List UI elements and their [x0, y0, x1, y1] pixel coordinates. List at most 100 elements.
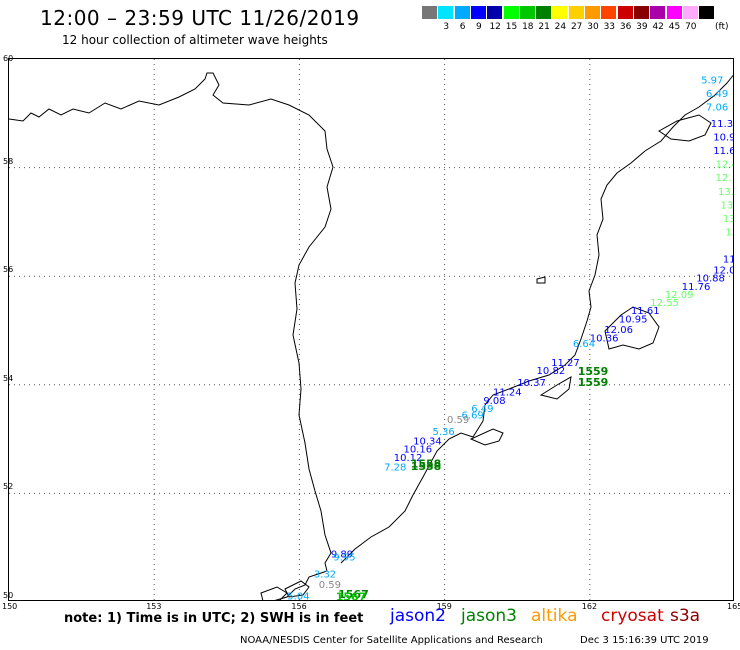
longitude-tick-label: 156 [291, 602, 307, 611]
generation-timestamp: Dec 3 15:16:39 UTC 2019 [580, 635, 709, 646]
wave-height-label: 1558 [411, 460, 442, 473]
longitude-tick-label: 150 [2, 602, 18, 611]
wave-height-label: 12.06 [713, 265, 734, 276]
color-swatch [503, 6, 520, 19]
wave-height-labels: 5.97 6.49 7.06 11.32 10.9 11.6 12.4 12. 13. 13 13 1… [287, 75, 734, 601]
wave-height-label: 6.49 [471, 404, 493, 415]
map-panel: 5.97 6.49 7.06 11.32 10.9 11.6 12.4 12. 13. 13 13 1… [8, 58, 734, 601]
wave-height-label: 1559 [578, 365, 609, 378]
wave-height-label: 10.88 [696, 274, 725, 285]
wave-height-label: 11.61 [631, 306, 660, 317]
avacha-bay [469, 428, 504, 446]
color-swatch-label: 9 [476, 22, 482, 32]
latitude-tick-label: 58 [3, 156, 14, 166]
latitude-tick-label: 52 [3, 482, 14, 492]
color-swatch-label: 21 [538, 22, 550, 32]
color-swatch-label: 27 [570, 22, 583, 32]
satellite-legend-item: jason2 [390, 606, 446, 626]
color-swatch [585, 6, 601, 19]
longitude-tick-label: 159 [436, 602, 452, 611]
wave-height-label: 10.37 [517, 378, 546, 389]
wave-height-label: 9.08 [483, 396, 505, 407]
wave-height-label: 5.97 [701, 75, 723, 86]
wave-height-label: 13 [723, 214, 734, 225]
color-swatch [422, 6, 438, 19]
wave-height-label: 10.9 [713, 132, 734, 143]
color-swatch [487, 6, 504, 19]
wave-height-label: 9.95 [333, 553, 355, 564]
color-swatch [454, 6, 471, 19]
wave-height-label: 11.27 [551, 358, 580, 369]
kamchatka-coastline [9, 72, 334, 600]
latitude-tick-label: 50 [3, 591, 14, 600]
wave-height-label: 12.06 [604, 325, 633, 336]
color-swatch [617, 6, 634, 19]
wave-height-label: 1558 [411, 457, 442, 470]
footer-note: note: 1) Time is in UTC; 2) SWH is in fe… [64, 611, 364, 626]
color-swatch-label: 12 [489, 22, 501, 32]
color-swatch [438, 6, 455, 19]
wave-height-label: 1559 [578, 376, 609, 389]
map-canvas: 5.97 6.49 7.06 11.32 10.9 11.6 12.4 12. 13. 13 13 1… [9, 59, 734, 601]
wave-height-label: 11.32 [711, 119, 734, 130]
color-swatch-label: 33 [603, 22, 616, 32]
latitude-tick-label: 60 [3, 54, 14, 63]
wave-height-label: 10.95 [619, 314, 648, 325]
color-swatch-label: 70 [685, 22, 697, 32]
color-swatch [470, 6, 487, 19]
map-subtitle: 12 hour collection of altimeter wave hei… [62, 33, 328, 47]
karaginsky-island [658, 114, 712, 142]
wave-height-label: 1567 [338, 588, 369, 601]
wave-height-label: 7.28 [384, 463, 406, 474]
wave-height-label: 6.49 [706, 89, 728, 100]
graticule-grid [9, 59, 733, 600]
color-swatch-label: 45 [668, 22, 681, 32]
satellite-legend-item: altika [531, 606, 578, 626]
wave-height-label: 3.32 [314, 570, 336, 581]
wave-height-label: 9.89 [331, 549, 353, 560]
color-swatch [601, 6, 618, 19]
wave-height-label: 6.69 [462, 410, 484, 421]
kuril-shumshu-island [284, 580, 310, 598]
longitude-tick-label: 165 [727, 602, 740, 611]
coastline [9, 72, 733, 600]
wave-height-label: 0.59 [447, 415, 469, 426]
color-swatch-label: 3 [443, 22, 450, 32]
kronotsky-peninsula [604, 306, 660, 350]
wave-height-label: 12.09 [665, 290, 694, 301]
wave-height-label: 10.12 [394, 453, 423, 464]
wave-height-label: 13 [720, 200, 733, 211]
wave-height-label: 13 [725, 227, 734, 238]
wave-height-label: 12.55 [650, 298, 679, 309]
wave-height-label: 5.04 [287, 591, 309, 601]
wave-height-label: 6.64 [573, 339, 595, 350]
wave-height-label: 7.06 [706, 103, 728, 114]
color-swatch [633, 6, 650, 19]
wave-height-label: 10.36 [590, 333, 619, 344]
color-swatch [699, 6, 716, 19]
color-swatch-label: 30 [587, 22, 599, 32]
wave-height-label: 1567 [336, 590, 367, 601]
latitude-tick-label: 56 [3, 265, 14, 275]
color-swatch [682, 6, 699, 19]
wave-height-label: 10.82 [537, 366, 566, 377]
color-swatch [568, 6, 585, 19]
satellite-legend-item: jason3 [461, 606, 517, 626]
credit-line: NOAA/NESDIS Center for Satellite Applica… [240, 635, 543, 646]
map-title: 12:00 – 23:59 UTC 11/26/2019 [40, 6, 360, 30]
wave-height-label: 11 [723, 255, 734, 266]
color-swatch-label: 36 [619, 22, 632, 32]
kuril-paramushir-island [260, 586, 288, 600]
small-island [536, 276, 546, 284]
latitude-tick-label: 54 [3, 373, 14, 383]
wave-height-label: 10.34 [413, 437, 442, 448]
color-swatch [536, 6, 553, 19]
wave-height-label: 10.16 [403, 445, 432, 456]
color-scale-unit: (ft) [715, 22, 729, 32]
color-swatch-label: 39 [636, 22, 648, 32]
satellite-legend-item: cryosat [601, 606, 664, 626]
color-swatch [519, 6, 536, 19]
wave-height-label: 11.76 [682, 282, 711, 293]
color-swatch-label: 24 [554, 22, 567, 32]
wave-height-label: 12. [716, 173, 732, 184]
